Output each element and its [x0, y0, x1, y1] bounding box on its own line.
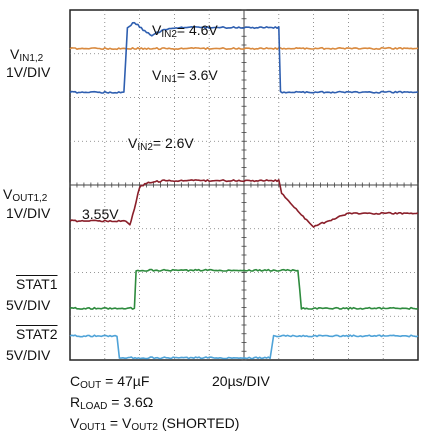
vout-axis-scale: 1V/DIV	[6, 205, 51, 221]
annotation-vin2-low-value: = 2.6V	[152, 135, 194, 151]
footer-vout1-sub: OUT1	[79, 422, 107, 433]
footer-cout-main: C	[70, 373, 81, 389]
annotation-vin2-high-v: V	[152, 22, 162, 38]
stat2-scale: 5V/DIV	[6, 347, 51, 363]
footer-vout2-sub: OUT2	[131, 422, 158, 433]
footer-cout-value: = 47µF	[101, 373, 150, 389]
plot-grid	[69, 9, 419, 361]
annotation-vin1-v: V	[152, 67, 162, 83]
vin-axis-label: VIN1,2	[10, 46, 43, 67]
trace-vin1	[69, 46, 419, 51]
trace-vin2	[69, 21, 419, 94]
trace-stat2	[69, 334, 419, 360]
trace-stat1	[69, 268, 419, 310]
vin-axis-scale: 1V/DIV	[6, 64, 51, 80]
footer-rload-sub: LOAD	[80, 401, 108, 412]
footer-rload-value: = 3.6Ω	[107, 394, 154, 410]
annotation-vin2-high-value: = 4.6V	[176, 22, 218, 38]
vin-axis-main: V	[10, 46, 20, 62]
footer-rload-main: R	[70, 394, 81, 410]
stat1-scale: 5V/DIV	[6, 297, 51, 313]
footer-vout-tail: (SHORTED)	[157, 415, 240, 431]
annotation-vin1: VIN1= 3.6V	[152, 67, 218, 88]
footer-cout-sub: OUT	[80, 380, 102, 391]
footer-vout-eq: = V	[106, 415, 132, 431]
vout-axis-label: VOUT1,2	[3, 186, 47, 207]
stat2-label: STAT2	[16, 326, 58, 342]
vout-axis-sub: OUT1,2	[12, 193, 48, 204]
footer-vout1-main: V	[70, 415, 80, 431]
stat1-label: STAT1	[16, 276, 58, 292]
annotation-vin1-sub: IN1	[161, 74, 177, 85]
annotation-vin2-high-sub: IN2	[161, 29, 177, 40]
annotation-vin2-low-v: V	[128, 135, 138, 151]
footer-cout: COUT = 47µF	[70, 373, 149, 394]
vout-axis-main: V	[3, 186, 13, 202]
trace-vout	[69, 179, 419, 228]
vin-axis-sub: IN1,2	[19, 53, 44, 64]
annotation-vout-level: 3.55V	[82, 206, 119, 222]
plot-traces	[69, 21, 419, 360]
annotation-vin1-value: = 3.6V	[176, 67, 218, 83]
footer-rload: RLOAD = 3.6Ω	[70, 394, 153, 415]
annotation-vin2-low-sub: IN2	[137, 142, 153, 153]
footer-timebase: 20µs/DIV	[212, 373, 270, 389]
annotation-vin2-low: VIN2= 2.6V	[128, 135, 194, 156]
footer-vout: VOUT1 = VOUT2 (SHORTED)	[70, 415, 239, 436]
annotation-vin2-high: VIN2= 4.6V	[152, 22, 218, 43]
